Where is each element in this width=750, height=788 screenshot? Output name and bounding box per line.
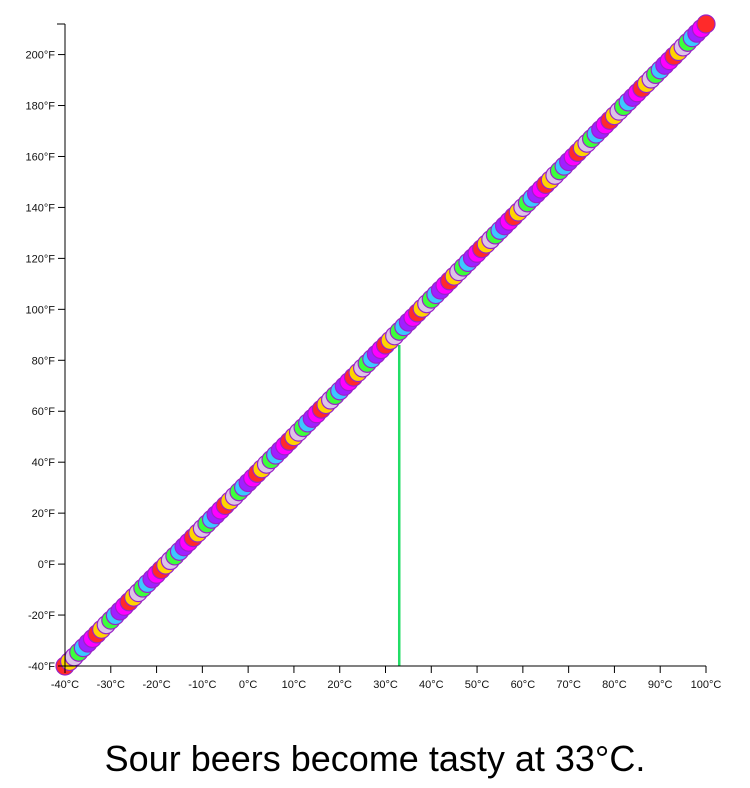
y-tick-label: 160°F: [26, 151, 56, 163]
x-tick-label: 0°C: [239, 679, 258, 691]
y-tick-label: 140°F: [26, 202, 56, 214]
points-layer: [55, 14, 716, 676]
x-tick-label: 20°C: [327, 679, 352, 691]
x-tick-label: 90°C: [648, 679, 673, 691]
x-tick-label: 30°C: [373, 679, 398, 691]
y-tick-label: 60°F: [32, 406, 56, 418]
y-tick-label: 0°F: [38, 559, 56, 571]
x-tick-label: 40°C: [419, 679, 444, 691]
axes: -40°F -20°F 0°F 20°F 40°F 60°F 80°F 100°F 120°F 1…: [26, 23, 722, 691]
y-tick-label: 200°F: [26, 50, 56, 62]
x-tick-label: 100°C: [691, 679, 722, 691]
y-tick-label: 80°F: [32, 355, 56, 367]
x-tick-label: -10°C: [188, 679, 216, 691]
x-tick-label: -40°C: [51, 679, 79, 691]
y-tick-label: -20°F: [28, 610, 55, 622]
chart: -40°F -20°F 0°F 20°F 40°F 60°F 80°F 100°F 120°F 1…: [26, 14, 722, 691]
y-tick-label: 20°F: [32, 508, 56, 520]
y-tick-label: 180°F: [26, 101, 56, 113]
x-tick-label: 10°C: [282, 679, 307, 691]
x-tick-label: -30°C: [97, 679, 125, 691]
x-tick-label: 80°C: [602, 679, 627, 691]
x-tick-label: 60°C: [511, 679, 536, 691]
x-tick-label: 70°C: [556, 679, 581, 691]
chart-caption: Sour beers become tasty at 33°C.: [104, 738, 646, 779]
y-tick-label: -40°F: [28, 661, 55, 673]
y-tick-label: 40°F: [32, 457, 56, 469]
data-point: [696, 14, 716, 34]
x-tick-label: -20°C: [142, 679, 170, 691]
y-tick-label: 120°F: [26, 253, 56, 265]
y-tick-label: 100°F: [26, 304, 56, 316]
x-tick-label: 50°C: [465, 679, 490, 691]
